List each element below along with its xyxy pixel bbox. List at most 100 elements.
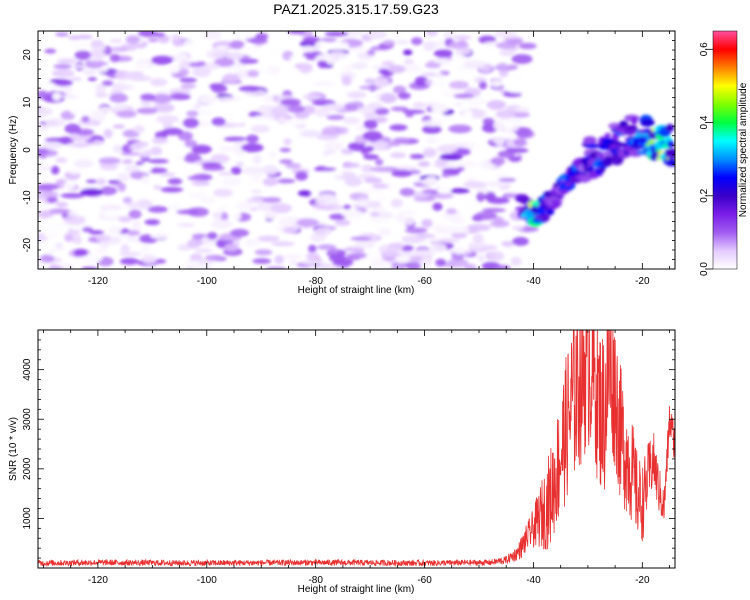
noise-blob <box>168 202 183 212</box>
noise-blob <box>369 211 380 217</box>
noise-blob <box>365 253 383 260</box>
noise-blob <box>46 196 58 204</box>
noise-blob <box>50 165 60 175</box>
noise-blob <box>280 98 302 106</box>
noise-blob <box>493 216 504 225</box>
noise-blob <box>451 232 468 239</box>
noise-blob <box>373 77 389 88</box>
colorbar-tick-label: 0.4 <box>699 115 710 129</box>
noise-blob <box>363 119 378 130</box>
noise-blob <box>391 169 413 177</box>
noise-blob <box>185 265 195 269</box>
noise-blob <box>381 70 394 77</box>
noise-blob <box>112 104 128 111</box>
noise-blob <box>435 73 445 79</box>
noise-blob <box>477 254 486 262</box>
noise-blob <box>493 120 505 131</box>
noise-blob <box>385 32 403 38</box>
noise-blob <box>345 162 361 168</box>
noise-blob <box>171 34 182 40</box>
noise-blob <box>262 177 279 187</box>
noise-blob <box>387 65 406 74</box>
noise-blob <box>390 152 406 159</box>
noise-blob <box>393 85 407 94</box>
track-blob <box>546 207 555 216</box>
noise-blob <box>288 105 306 113</box>
noise-blob <box>38 147 50 155</box>
noise-blob <box>45 118 65 128</box>
noise-blob <box>48 208 71 214</box>
noise-blob <box>54 79 73 87</box>
noise-blob <box>52 69 75 78</box>
noise-blob <box>449 226 470 234</box>
noise-blob <box>465 142 475 151</box>
noise-blob <box>103 209 120 218</box>
noise-blob <box>343 246 362 253</box>
noise-blob <box>141 244 151 254</box>
noise-blob <box>64 233 74 242</box>
noise-blob <box>230 166 242 175</box>
snr-panel: -120 -100 -80 -60 -40 -20 1000 2000 3000 4000 He… <box>8 329 676 595</box>
track-blob <box>583 136 597 145</box>
noise-blob <box>295 171 308 181</box>
noise-blob <box>122 196 133 204</box>
x-tick-label: -120 <box>88 276 108 287</box>
noise-blob <box>82 70 97 75</box>
noise-blob <box>55 157 68 164</box>
noise-blob <box>113 182 125 188</box>
noise-blob <box>101 80 114 86</box>
noise-blob <box>511 225 525 231</box>
noise-blob <box>147 159 169 164</box>
noise-blob <box>119 257 139 265</box>
noise-blob <box>133 125 145 134</box>
noise-blob <box>135 161 146 166</box>
noise-blob <box>179 102 196 109</box>
noise-blob <box>366 31 387 40</box>
x-tick-label: -80 <box>308 276 323 287</box>
noise-blob <box>205 49 227 59</box>
colorbar: 0.0 0.2 0.4 0.6 Normalized spectral amplitu… <box>699 30 749 276</box>
spectrogram-signal-track <box>515 114 675 227</box>
noise-blob <box>511 54 533 64</box>
track-blob-layer <box>515 114 675 227</box>
noise-blob <box>314 227 332 237</box>
noise-blob <box>57 58 77 64</box>
noise-blob <box>426 135 441 145</box>
noise-blob <box>271 241 295 247</box>
noise-blob <box>236 122 246 127</box>
noise-blob <box>204 254 225 261</box>
noise-blob <box>184 260 201 265</box>
noise-blob <box>210 154 230 164</box>
noise-blob <box>347 142 369 152</box>
noise-blob <box>246 134 259 144</box>
noise-blob <box>96 178 107 186</box>
noise-blob <box>150 78 168 87</box>
noise-blob <box>247 70 259 78</box>
spectrogram-frame <box>37 30 676 270</box>
noise-blob <box>153 177 164 186</box>
noise-blob <box>313 167 337 172</box>
colorbar-label: Normalized spectral amplitude <box>738 82 749 217</box>
noise-blob <box>506 39 523 44</box>
noise-blob <box>252 258 272 264</box>
noise-blob <box>358 199 369 207</box>
noise-blob <box>247 198 264 204</box>
noise-blob <box>218 96 241 102</box>
noise-blob <box>342 116 361 125</box>
noise-blob <box>358 85 382 90</box>
noise-blob <box>67 167 83 175</box>
noise-blob <box>234 148 245 156</box>
noise-blob <box>422 124 442 134</box>
noise-blob <box>277 216 297 226</box>
noise-blob <box>80 83 97 92</box>
noise-blob <box>224 243 239 252</box>
noise-blob <box>463 109 473 120</box>
noise-blob <box>363 154 379 160</box>
noise-blob <box>494 172 509 180</box>
noise-blob <box>403 58 414 66</box>
noise-blob <box>110 46 129 52</box>
noise-blob <box>38 107 53 117</box>
noise-blob <box>289 55 307 60</box>
noise-blob <box>103 128 113 139</box>
